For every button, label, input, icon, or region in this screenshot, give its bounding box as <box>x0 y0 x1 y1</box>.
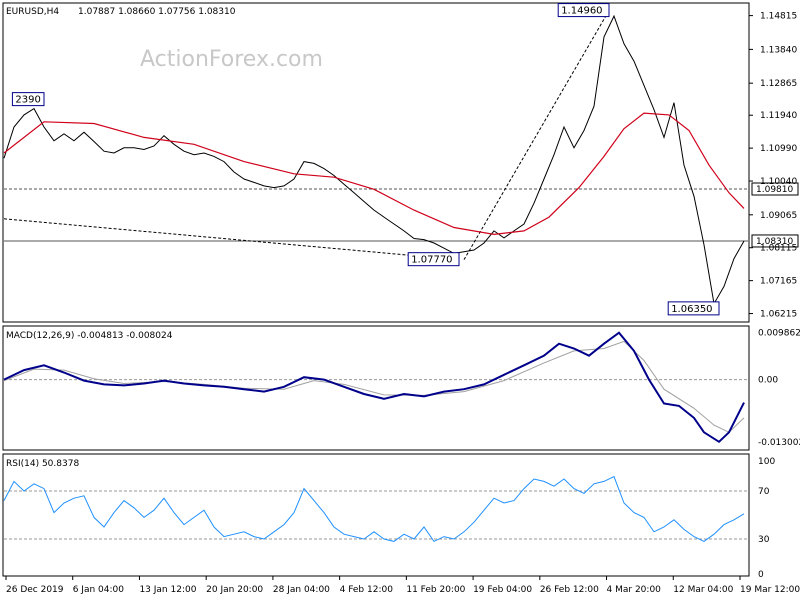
hline-label-0: 1.09810 <box>756 185 793 195</box>
annotation-1: 1.14960 <box>561 6 602 17</box>
macd-title: MACD(12,26,9) -0.004813 -0.008024 <box>6 331 173 341</box>
hline-label-box-1 <box>751 234 799 248</box>
annotation-box-0 <box>11 92 45 107</box>
sma-line <box>3 112 745 236</box>
x-tick-label-4: 28 Jan 04:00 <box>273 585 330 595</box>
price-tick-label-7: 1.08115 <box>760 244 797 254</box>
rsi-line <box>3 475 745 543</box>
hline-label-1: 1.08310 <box>756 237 793 247</box>
annotation-3: 1.06350 <box>671 304 712 315</box>
price-tick-label-8: 1.07165 <box>760 277 797 287</box>
price-tick-label-1: 1.13840 <box>760 45 797 55</box>
price-annotations: 2390 1.14960 1.07770 1.06350 <box>11 3 720 316</box>
rsi-series <box>3 475 748 543</box>
rsi-title: RSI(14) 50.8378 <box>6 459 79 469</box>
x-tick-label-10: 12 Mar 04:00 <box>673 585 733 595</box>
annotation-box-3 <box>667 301 720 316</box>
rsi-tick-label-0: 100 <box>758 457 775 467</box>
hline-label-box-0 <box>751 182 799 196</box>
price-line <box>3 14 745 306</box>
x-tick-label-2: 13 Jan 12:00 <box>139 585 196 595</box>
x-tick-label-5: 4 Feb 12:00 <box>340 585 394 595</box>
annotation-2: 1.07770 <box>411 255 452 266</box>
header-symbol: EURUSD,H4 <box>6 7 59 17</box>
macd-line <box>3 331 745 444</box>
x-tick-label-1: 6 Jan 04:00 <box>73 585 125 595</box>
price-tick-label-6: 1.09065 <box>760 211 797 221</box>
price-tick-label-4: 1.10990 <box>760 144 797 154</box>
x-axis: 26 Dec 2019 6 Jan 04:00 13 Jan 12:00 20 Jan… <box>5 576 800 595</box>
macd-tick-label-0: 0.009862 <box>758 328 800 338</box>
price-tick-label-0: 1.14815 <box>760 12 797 22</box>
annotation-box-2 <box>407 252 460 267</box>
macd-panel-frame <box>2 325 750 451</box>
macd-tick-label-2: -0.013002 <box>758 438 800 448</box>
macd-panel[interactable]: MACD(12,26,9) -0.004813 -0.008024 0.0098… <box>2 325 800 451</box>
price-y-axis: 1.14815 1.13840 1.12865 1.11940 1.10990 1.100… <box>749 12 797 320</box>
price-panel-frame <box>2 2 750 323</box>
x-tick-label-9: 4 Mar 20:00 <box>607 585 662 595</box>
rsi-tick-label-2: 30 <box>758 535 770 545</box>
rsi-tick-label-3: 0 <box>758 570 764 580</box>
x-tick-label-0: 26 Dec 2019 <box>6 585 64 595</box>
price-tick-label-3: 1.11940 <box>760 111 797 121</box>
price-hlines: 1.09810 1.08310 <box>4 182 799 248</box>
watermark: ActionForex.com <box>140 47 323 72</box>
price-tick-label-9: 1.06215 <box>760 310 797 320</box>
x-tick-label-6: 11 Feb 20:00 <box>406 585 465 595</box>
trendline-0 <box>3 218 460 261</box>
macd-tick-label-1: 0.00 <box>758 376 778 386</box>
rsi-panel[interactable]: RSI(14) 50.8378 100 70 30 0 <box>2 453 775 580</box>
price-panel[interactable]: EURUSD,H4 1.07887 1.08660 1.07756 1.0831… <box>2 2 799 323</box>
trendline-1 <box>463 10 610 260</box>
x-tick-label-3: 20 Jan 20:00 <box>206 585 263 595</box>
macd-y-axis: 0.009862 0.00 -0.013002 <box>758 328 800 447</box>
rsi-tick-label-1: 70 <box>758 487 770 497</box>
annotation-0: 2390 <box>15 95 40 106</box>
macd-series <box>3 331 748 444</box>
rsi-panel-frame <box>2 453 750 577</box>
x-tick-label-7: 19 Feb 04:00 <box>473 585 532 595</box>
price-tick-label-2: 1.12865 <box>760 79 797 89</box>
header-ohlc: 1.07887 1.08660 1.07756 1.08310 <box>78 7 236 17</box>
price-tick-label-5: 1.10040 <box>760 177 797 187</box>
price-trendlines <box>3 10 610 261</box>
x-tick-label-11: 19 Mar 12:00 <box>740 585 800 595</box>
annotation-box-1 <box>557 3 610 18</box>
rsi-y-axis: 100 70 30 0 <box>758 457 775 580</box>
macd-signal-line <box>3 340 745 433</box>
x-tick-label-8: 26 Feb 12:00 <box>540 585 599 595</box>
price-series <box>3 14 745 306</box>
